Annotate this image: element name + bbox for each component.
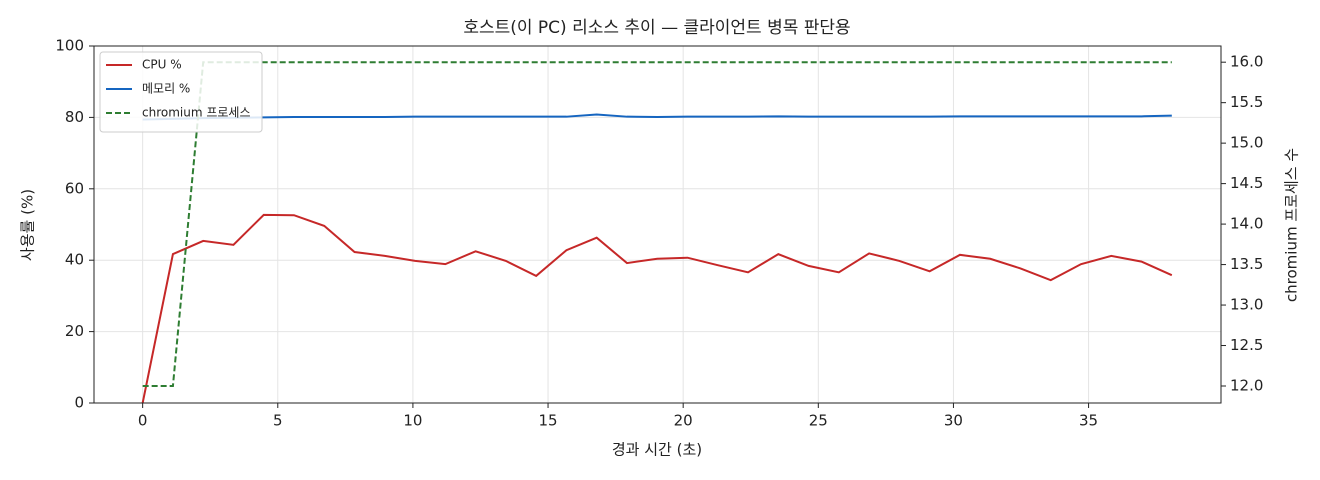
y2-tick-label: 13.5 [1230,255,1263,273]
x-tick-label: 15 [538,412,557,430]
y2-tick-label: 12.0 [1230,377,1263,395]
y-tick-label: 0 [74,394,84,412]
x-tick-label: 30 [944,412,963,430]
x-tick-label: 35 [1079,412,1098,430]
y2-tick-label: 12.5 [1230,336,1263,354]
y2-axis-label: chromium 프로세스 수 [1283,148,1301,302]
y2-tick-label: 16.0 [1230,53,1263,71]
y2-tick-label: 14.0 [1230,215,1263,233]
x-tick-label: 20 [674,412,693,430]
plot-frame [93,45,1222,404]
legend-label: CPU % [142,58,182,72]
y-tick-label: 60 [65,179,84,197]
x-tick-label: 25 [809,412,828,430]
x-tick-label: 0 [138,412,148,430]
series-line [142,61,1172,387]
y2-tick-label: 13.0 [1230,296,1263,314]
y2-tick-label: 14.5 [1230,174,1263,192]
legend-label: chromium 프로세스 [142,106,251,120]
y-tick-label: 40 [65,251,84,269]
y2-tick-label: 15.5 [1230,93,1263,111]
y2-tick-label: 15.0 [1230,134,1263,152]
series-line [142,113,1172,121]
y-tick-label: 80 [65,108,84,126]
legend-box [99,51,263,133]
x-tick-label: 5 [273,412,283,430]
y-tick-label: 20 [65,322,84,340]
x-axis-label: 경과 시간 (초) [612,441,702,459]
y-axis-label: 사용률 (%) [19,189,37,261]
chart-title: 호스트(이 PC) 리소스 추이 — 클라이언트 병목 판단용 [463,18,850,38]
series-line [141,213,1173,404]
x-tick-label: 10 [403,412,422,430]
y-tick-label: 100 [55,37,84,55]
legend-label: 메모리 % [142,82,190,96]
legend: CPU % 메모리 % chromium 프로세스 [99,51,263,133]
